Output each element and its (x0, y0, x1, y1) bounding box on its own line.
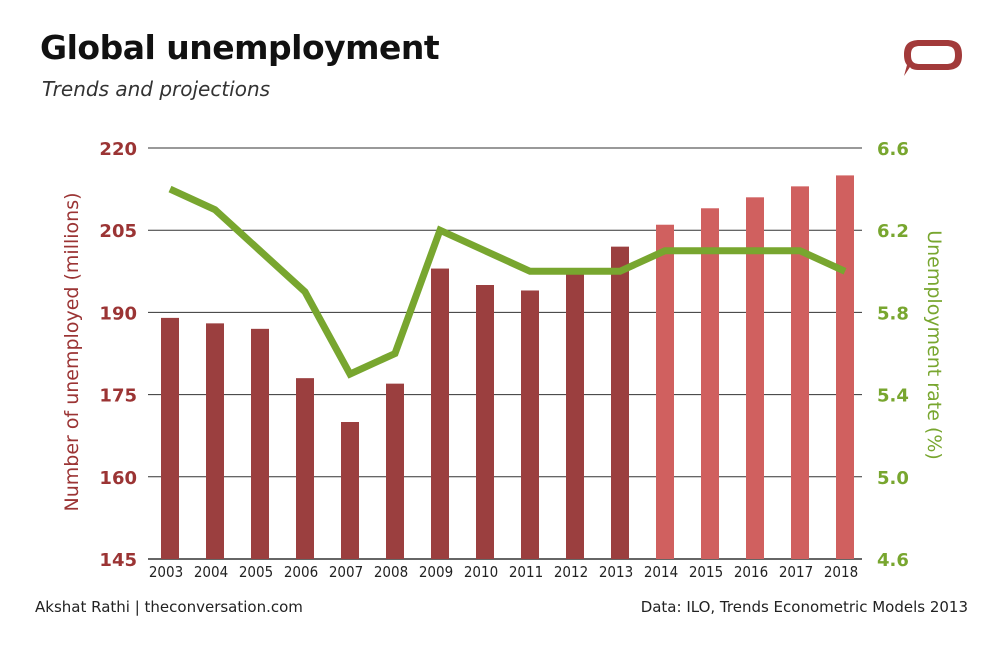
bars (161, 175, 854, 560)
y-tick-label-right: 6.2 (877, 221, 909, 242)
bar-2018 (836, 175, 854, 559)
x-tick-label: 2006 (284, 563, 318, 581)
x-tick-label: 2010 (464, 563, 498, 581)
x-tick-label: 2015 (689, 563, 723, 581)
bar-2006 (296, 378, 314, 559)
bar-2010 (476, 285, 494, 559)
bar-2011 (521, 290, 539, 559)
x-tick-label: 2014 (644, 563, 678, 581)
x-tick-label: 2011 (509, 563, 543, 581)
bar-2003 (161, 317, 179, 559)
speech-bubble-shape (904, 40, 962, 76)
x-tick-label: 2013 (599, 563, 633, 581)
tick-labels: 145 4.6 160 5.0 175 5.4 190 5.8 205 6.2 220 6.6 2003… (99, 139, 908, 581)
y-tick-label-right: 6.6 (877, 139, 909, 160)
rate-line (168, 185, 847, 379)
conversation-logo-icon (904, 40, 962, 76)
x-tick-label: 2007 (329, 563, 363, 581)
y-tick-label-left: 220 (99, 139, 137, 160)
bar-2016 (746, 197, 764, 559)
x-tick-label: 2016 (734, 563, 768, 581)
y-tick-label-right: 4.6 (877, 550, 909, 571)
bar-2012 (566, 274, 584, 559)
bar-2014 (656, 224, 674, 559)
x-tick-label: 2017 (779, 563, 813, 581)
y-tick-label-right: 5.8 (877, 303, 909, 324)
bar-2013 (611, 246, 629, 559)
bar-2008 (386, 383, 404, 559)
y-tick-label-left: 190 (99, 303, 137, 324)
y-tick-label-right: 5.4 (877, 386, 909, 407)
x-tick-label: 2009 (419, 563, 453, 581)
y-tick-label-left: 205 (99, 221, 137, 242)
x-tick-label: 2018 (824, 563, 858, 581)
bar-2007 (341, 422, 359, 559)
chart-title: Global unemployment (40, 28, 440, 67)
bar-2004 (206, 323, 224, 559)
y-tick-label-left: 160 (99, 468, 137, 489)
bar-2009 (431, 268, 449, 559)
bar-2015 (701, 208, 719, 559)
y-tick-label-left: 175 (99, 386, 137, 407)
x-tick-label: 2003 (149, 563, 183, 581)
y-tick-label-left: 145 (99, 550, 137, 571)
unemployment-rate-line (168, 185, 847, 379)
bar-2005 (251, 328, 269, 559)
bar-2017 (791, 186, 809, 560)
x-tick-label: 2008 (374, 563, 408, 581)
x-tick-label: 2005 (239, 563, 273, 581)
y-axis-title-right: Unemployment rate (%) (923, 230, 945, 460)
x-tick-label: 2004 (194, 563, 228, 581)
footer-source: Data: ILO, Trends Econometric Models 201… (640, 598, 968, 616)
chart-subtitle: Trends and projections (42, 77, 271, 101)
y-tick-label-right: 5.0 (877, 468, 909, 489)
footer-credit: Akshat Rathi | theconversation.com (35, 598, 303, 616)
x-tick-label: 2012 (554, 563, 588, 581)
y-axis-title-left: Number of unemployed (millions) (61, 192, 83, 511)
